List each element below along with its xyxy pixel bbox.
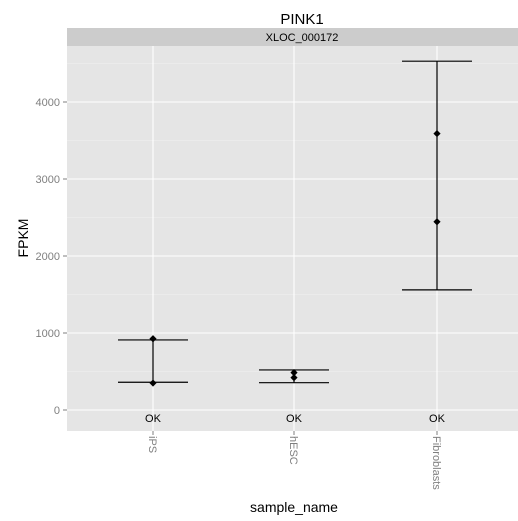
data-point	[290, 369, 298, 377]
y-tick-label: 1000	[36, 328, 60, 340]
facet-strip	[67, 28, 518, 46]
x-tick-label: Fibroblasts	[430, 436, 442, 490]
x-tick-label: iPS	[146, 436, 158, 453]
chart-title: PINK1	[280, 11, 323, 28]
data-point	[290, 374, 298, 382]
status-label: OK	[286, 413, 303, 425]
y-tick-label: 3000	[36, 174, 60, 186]
data-point	[149, 335, 157, 343]
data-point	[149, 379, 157, 387]
status-label: OK	[429, 413, 446, 425]
status-label: OK	[145, 413, 162, 425]
x-tick-label: hESC	[287, 436, 299, 465]
y-tick-label: 2000	[36, 251, 60, 263]
axes: 0 1000 2000 3000 4000 iPS hESC Fibroblasts	[36, 97, 442, 490]
x-axis-label: sample_name	[250, 499, 338, 515]
y-tick-label: 4000	[36, 97, 60, 109]
y-tick-label: 0	[54, 405, 60, 417]
data-point	[433, 129, 441, 138]
data-marks: OK OK OK	[118, 60, 472, 425]
plot-panel	[67, 46, 518, 431]
facet-label: XLOC_000172	[266, 32, 339, 44]
grid-lines	[67, 46, 518, 431]
y-axis-label: FPKM	[15, 219, 31, 258]
data-point	[433, 218, 441, 226]
